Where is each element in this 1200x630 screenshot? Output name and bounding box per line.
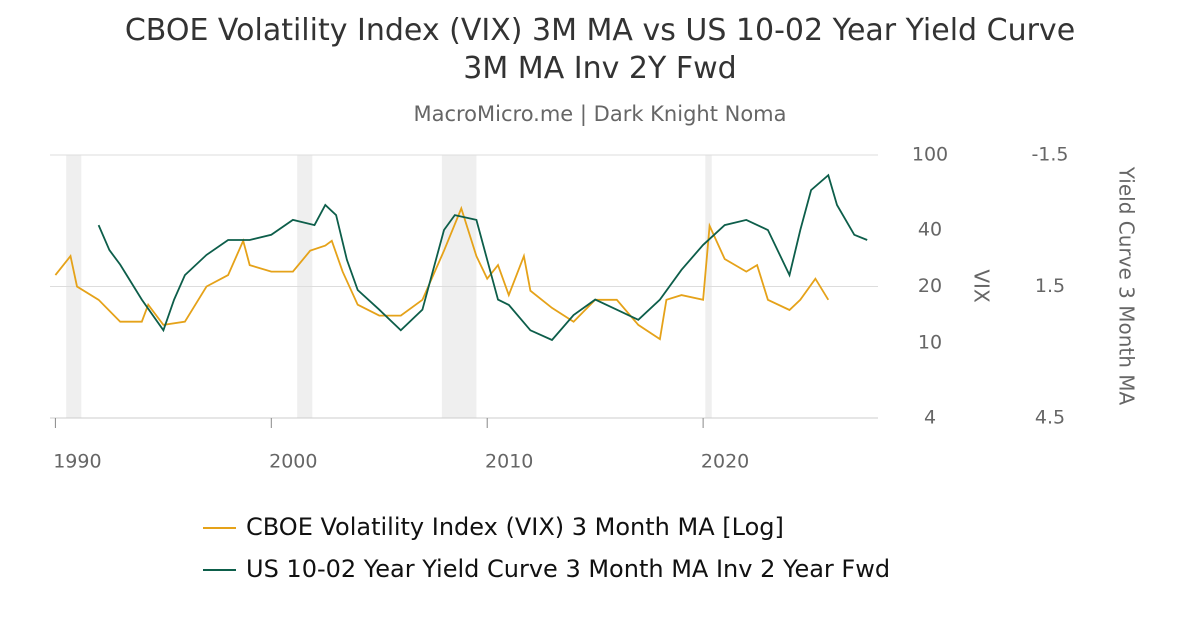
y2-tick-label: 1.5 [1035,275,1065,297]
y-axis-label: VIX [970,269,994,303]
y-tick-label: 20 [918,275,942,297]
x-tick-label: 2010 [485,451,533,473]
y-tick-label: 10 [918,332,942,354]
x-tick-label: 1990 [53,451,101,473]
chart-title: CBOE Volatility Index (VIX) 3M MA vs US … [124,13,1076,86]
chart-subtitle: MacroMicro.me | Dark Knight Noma [413,102,787,126]
y-tick-label: 4 [924,407,936,429]
series-line [97,173,868,342]
y2-tick-label: 4.5 [1035,407,1065,429]
legend-label: US 10-02 Year Yield Curve 3 Month MA Inv… [246,555,890,583]
y-tick-label: 40 [918,218,942,240]
y-tick-label: 100 [912,144,948,166]
y2-axis-label: Yield Curve 3 Month MA [1115,166,1139,406]
x-tick-label: 2000 [269,451,317,473]
x-tick-label: 2020 [701,451,749,473]
series-line [54,205,830,341]
y2-tick-label: -1.5 [1031,144,1068,166]
legend-label: CBOE Volatility Index (VIX) 3 Month MA [… [246,513,784,541]
